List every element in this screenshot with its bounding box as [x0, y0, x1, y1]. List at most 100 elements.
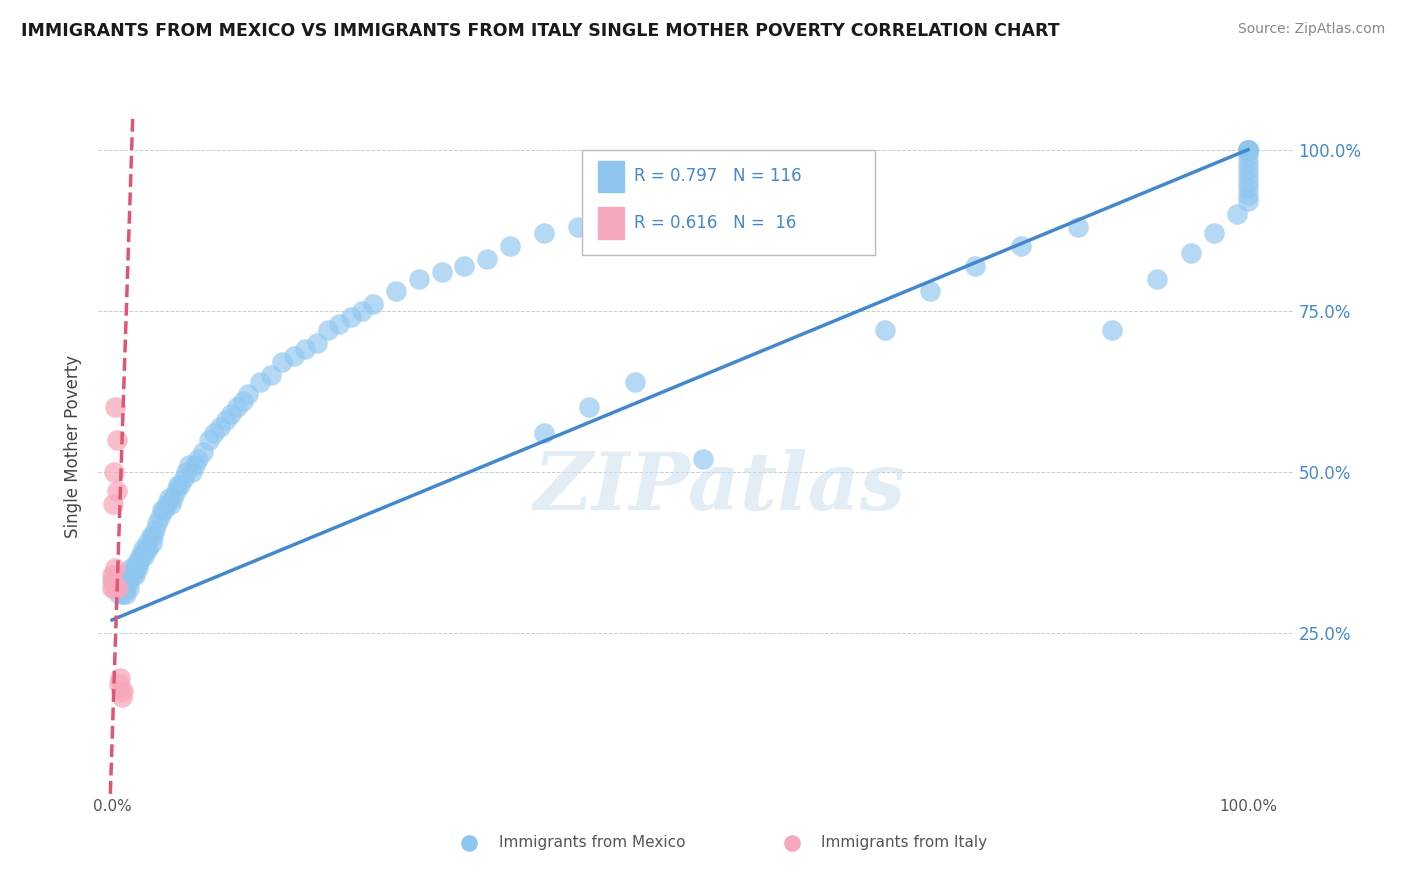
Point	[143, 523, 166, 537]
Point	[1101, 323, 1123, 337]
Point	[103, 581, 125, 595]
Point	[578, 401, 600, 415]
Text: R = 0.797   N = 116: R = 0.797 N = 116	[634, 168, 801, 186]
Point	[283, 349, 305, 363]
Point	[120, 561, 142, 575]
Point	[157, 491, 180, 505]
Point	[453, 259, 475, 273]
Point	[249, 375, 271, 389]
Point	[1237, 143, 1260, 157]
Point	[122, 561, 145, 575]
Point	[1202, 227, 1225, 241]
Point	[127, 561, 149, 575]
Point	[533, 227, 555, 241]
Point	[187, 451, 209, 466]
Point	[965, 259, 987, 273]
Point	[1237, 161, 1260, 176]
Point	[153, 503, 176, 517]
Point	[167, 477, 190, 491]
Point	[107, 581, 129, 595]
Point	[136, 535, 159, 549]
Point	[430, 265, 453, 279]
Point	[103, 465, 125, 479]
Point	[125, 561, 148, 575]
Point	[1237, 194, 1260, 209]
Point	[114, 574, 136, 589]
Point	[103, 567, 125, 582]
Point	[118, 581, 141, 595]
Point	[108, 587, 131, 601]
Point	[339, 310, 361, 325]
Point	[174, 465, 197, 479]
Point	[150, 503, 173, 517]
Point	[498, 239, 520, 253]
Point	[208, 419, 231, 434]
Point	[124, 567, 146, 582]
Text: IMMIGRANTS FROM MEXICO VS IMMIGRANTS FROM ITALY SINGLE MOTHER POVERTY CORRELATIO: IMMIGRANTS FROM MEXICO VS IMMIGRANTS FRO…	[21, 22, 1060, 40]
Point	[112, 587, 135, 601]
Bar	[598, 207, 624, 239]
Point	[1237, 175, 1260, 189]
Point	[155, 497, 177, 511]
Point	[533, 426, 555, 441]
Point	[408, 271, 430, 285]
Point	[1237, 143, 1260, 157]
Y-axis label: Single Mother Poverty: Single Mother Poverty	[65, 354, 83, 538]
Point	[873, 323, 896, 337]
Point	[108, 574, 131, 589]
Point	[132, 549, 155, 563]
Point	[107, 581, 129, 595]
Point	[232, 393, 254, 408]
Point	[105, 581, 128, 595]
Point	[1237, 143, 1260, 157]
Point	[132, 542, 155, 557]
Point	[669, 201, 692, 215]
Point	[101, 567, 124, 582]
Point	[146, 516, 169, 531]
Point	[120, 567, 142, 582]
Point	[114, 587, 136, 601]
Point	[169, 477, 191, 491]
Text: R = 0.616   N =  16: R = 0.616 N = 16	[634, 214, 796, 232]
Point	[623, 375, 645, 389]
Point	[1237, 143, 1260, 157]
Point	[160, 497, 183, 511]
Point	[1237, 187, 1260, 202]
Point	[108, 671, 131, 685]
Point	[111, 690, 134, 705]
Point	[271, 355, 294, 369]
Point	[180, 465, 202, 479]
Text: Immigrants from Mexico: Immigrants from Mexico	[499, 835, 685, 850]
Point	[1237, 181, 1260, 195]
Point	[316, 323, 339, 337]
Point	[117, 567, 139, 582]
Point	[107, 574, 129, 589]
Point	[103, 574, 125, 589]
Point	[110, 683, 132, 698]
Point	[191, 445, 214, 459]
Point	[305, 335, 328, 350]
Point	[104, 574, 127, 589]
Point	[135, 542, 157, 557]
Point	[114, 581, 136, 595]
Point	[184, 458, 207, 473]
Point	[202, 426, 225, 441]
Point	[197, 433, 219, 447]
Point	[647, 207, 669, 221]
Point	[110, 581, 132, 595]
Point	[328, 317, 350, 331]
Point	[692, 451, 714, 466]
Point	[103, 497, 125, 511]
Point	[226, 401, 249, 415]
Point	[142, 529, 165, 543]
Point	[385, 285, 408, 299]
Point	[260, 368, 283, 383]
Point	[115, 574, 138, 589]
Point	[118, 574, 141, 589]
Point	[1237, 143, 1260, 157]
Point	[138, 542, 160, 557]
Point	[128, 555, 150, 569]
Point	[475, 252, 498, 267]
Point	[214, 413, 236, 427]
Point	[1237, 169, 1260, 183]
